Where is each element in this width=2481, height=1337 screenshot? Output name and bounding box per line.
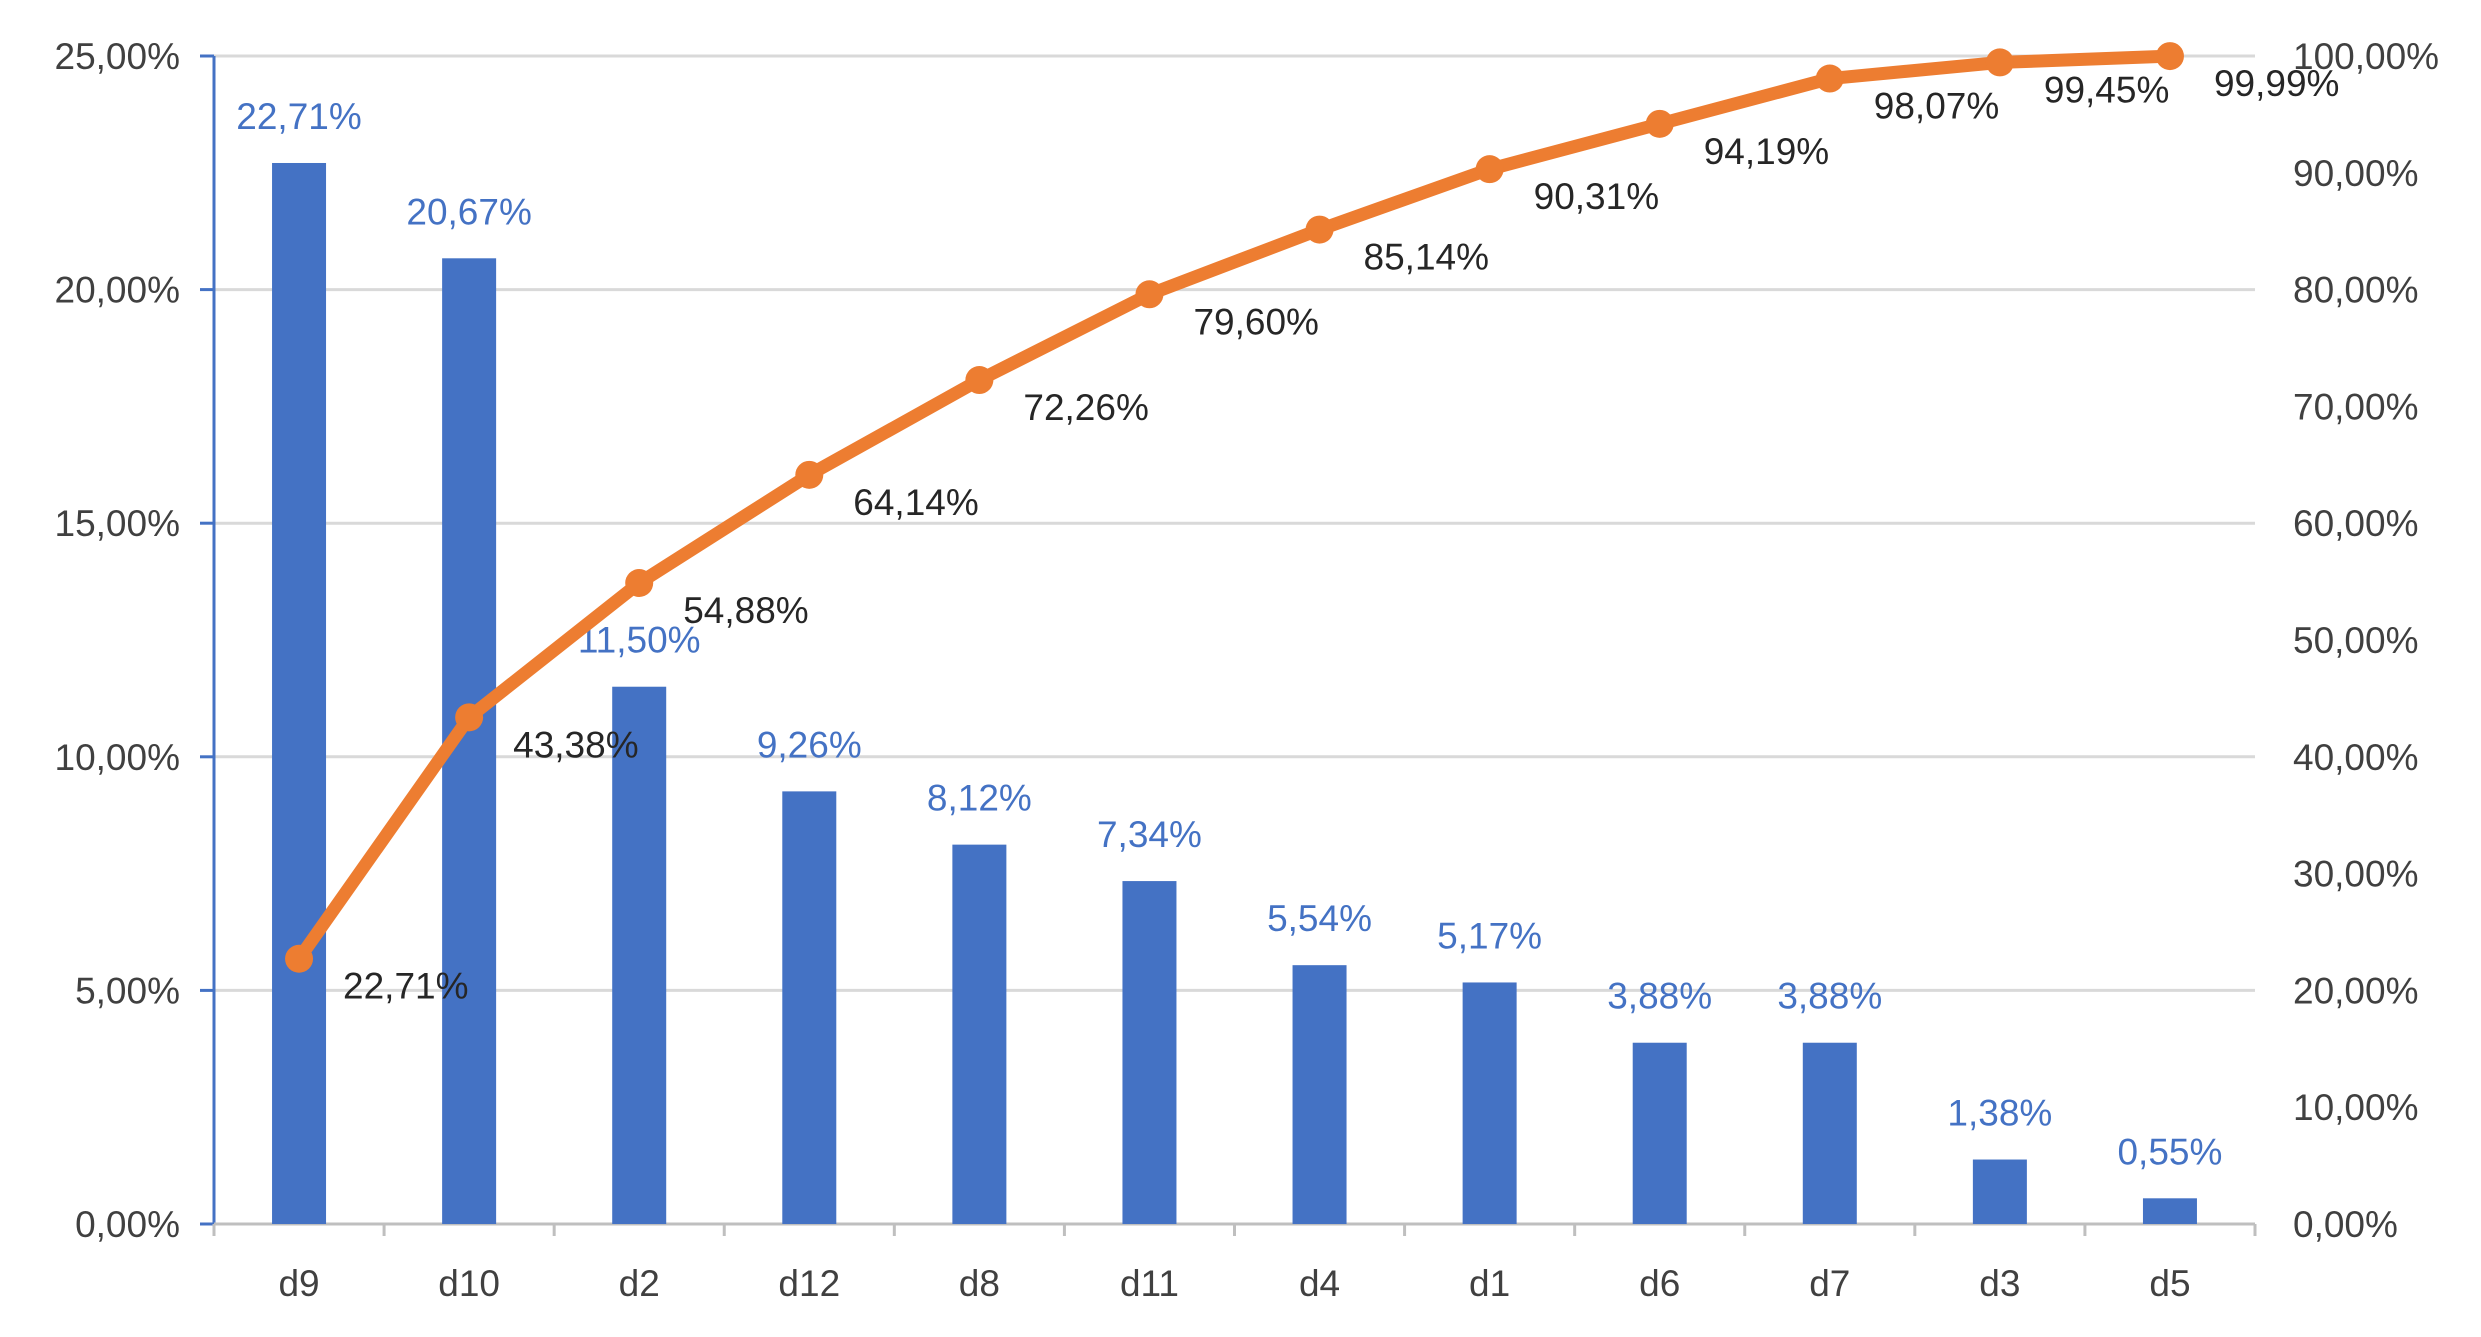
line-marker [2155, 42, 2184, 71]
left-axis-tick-label: 5,00% [75, 970, 180, 1011]
line-value-label: 54,88% [683, 590, 809, 631]
bar [1632, 1042, 1687, 1224]
right-axis-tick-label: 70,00% [2293, 386, 2419, 427]
line-marker [1135, 280, 1164, 309]
left-axis-tick-label: 0,00% [75, 1204, 180, 1245]
line-marker [1985, 48, 2014, 77]
right-axis-tick-label: 90,00% [2293, 153, 2419, 194]
bar [272, 162, 327, 1225]
bar-value-label: 11,50% [578, 620, 701, 661]
bar [1122, 881, 1177, 1224]
right-axis-tick-label: 40,00% [2293, 737, 2419, 778]
bar [952, 844, 1007, 1224]
line-value-label: 98,07% [1874, 86, 2000, 127]
cumulative-line [292, 49, 2177, 966]
category-label: d3 [1979, 1263, 2020, 1304]
category-label: d2 [619, 1263, 660, 1304]
line-value-label: 79,60% [1193, 301, 1319, 342]
axes [200, 54, 2257, 1236]
line-marker [455, 703, 484, 732]
right-axis-ticks: 0,00% 10,00% 20,00% 30,00% 40,00% 50,00% 60,00… [2293, 36, 2439, 1245]
line-marker [1645, 109, 1674, 138]
line-value-label: 64,14% [853, 482, 979, 523]
bar-value-label: 20,67% [406, 191, 532, 232]
bar [2142, 1198, 2197, 1224]
line-value-label: 94,19% [1704, 131, 1830, 172]
gridlines [214, 54, 2255, 992]
bar-value-label: 5,54% [1267, 898, 1372, 939]
bar [1972, 1159, 2027, 1224]
bar-series [272, 162, 2197, 1225]
right-axis-tick-label: 20,00% [2293, 970, 2419, 1011]
line-marker [625, 569, 654, 598]
category-label: d6 [1639, 1263, 1680, 1304]
right-axis-tick-label: 100,00% [2293, 36, 2439, 77]
bar-value-label: 8,12% [927, 778, 1032, 819]
right-axis-tick-label: 50,00% [2293, 620, 2419, 661]
line-marker [795, 460, 824, 489]
category-label: d11 [1120, 1263, 1179, 1304]
category-label: d7 [1809, 1263, 1850, 1304]
line-value-label: 72,26% [1023, 387, 1149, 428]
right-axis-tick-label: 30,00% [2293, 854, 2419, 895]
category-label: d8 [959, 1263, 1000, 1304]
bar [1462, 982, 1517, 1224]
right-axis-tick-label: 10,00% [2293, 1087, 2419, 1128]
bar-data-labels: 22,71% 20,67% 11,50% 9,26% 8,12% 7,34% 5,54% 5,… [236, 96, 2222, 1172]
line-value-label: 85,14% [1364, 237, 1490, 278]
line-value-label: 90,31% [1534, 176, 1660, 217]
cumulative-line-series [285, 42, 2184, 973]
category-label: d5 [2149, 1263, 2190, 1304]
bar-value-label: 9,26% [757, 724, 862, 765]
bar-value-label: 0,55% [2117, 1131, 2222, 1172]
category-label: d9 [278, 1263, 319, 1304]
bar [782, 791, 837, 1224]
bar [1292, 965, 1347, 1224]
line-value-label: 22,71% [343, 966, 469, 1007]
bar-value-label: 22,71% [236, 96, 362, 137]
right-axis-tick-label: 60,00% [2293, 503, 2419, 544]
category-label: d1 [1469, 1263, 1510, 1304]
line-marker [965, 366, 994, 395]
category-axis-labels: d9 d10 d2 d12 d8 d11 d4 d1 d6 d7 d3 d5 [278, 1263, 2190, 1304]
bar [612, 686, 667, 1224]
left-axis-tick-label: 25,00% [55, 36, 181, 77]
bar-value-label: 1,38% [1947, 1093, 2052, 1134]
right-axis-tick-label: 80,00% [2293, 270, 2419, 311]
category-label: d10 [438, 1263, 500, 1304]
line-data-labels: 22,71% 43,38% 54,88% 64,14% 72,26% 79,60% 85,1… [343, 63, 2339, 1007]
bar [1802, 1042, 1857, 1224]
line-value-label: 99,99% [2214, 63, 2340, 104]
bar-value-label: 3,88% [1607, 976, 1712, 1017]
line-value-label: 99,45% [2044, 69, 2170, 110]
line-marker [1305, 215, 1334, 244]
left-axis-ticks: 0,00% 5,00% 10,00% 15,00% 20,00% 25,00% [55, 36, 181, 1245]
left-axis-tick-label: 15,00% [55, 503, 181, 544]
left-axis-tick-label: 10,00% [55, 737, 181, 778]
bar-value-label: 7,34% [1097, 814, 1202, 855]
bar-value-label: 3,88% [1777, 976, 1882, 1017]
category-label: d12 [778, 1263, 840, 1304]
category-label: d4 [1299, 1263, 1340, 1304]
line-value-label: 43,38% [513, 724, 639, 765]
line-marker [1815, 64, 1844, 93]
line-marker [285, 944, 314, 973]
line-marker [1475, 155, 1504, 184]
right-axis-tick-label: 0,00% [2293, 1204, 2398, 1245]
left-axis-tick-label: 20,00% [55, 270, 181, 311]
bar-value-label: 5,17% [1437, 915, 1542, 956]
